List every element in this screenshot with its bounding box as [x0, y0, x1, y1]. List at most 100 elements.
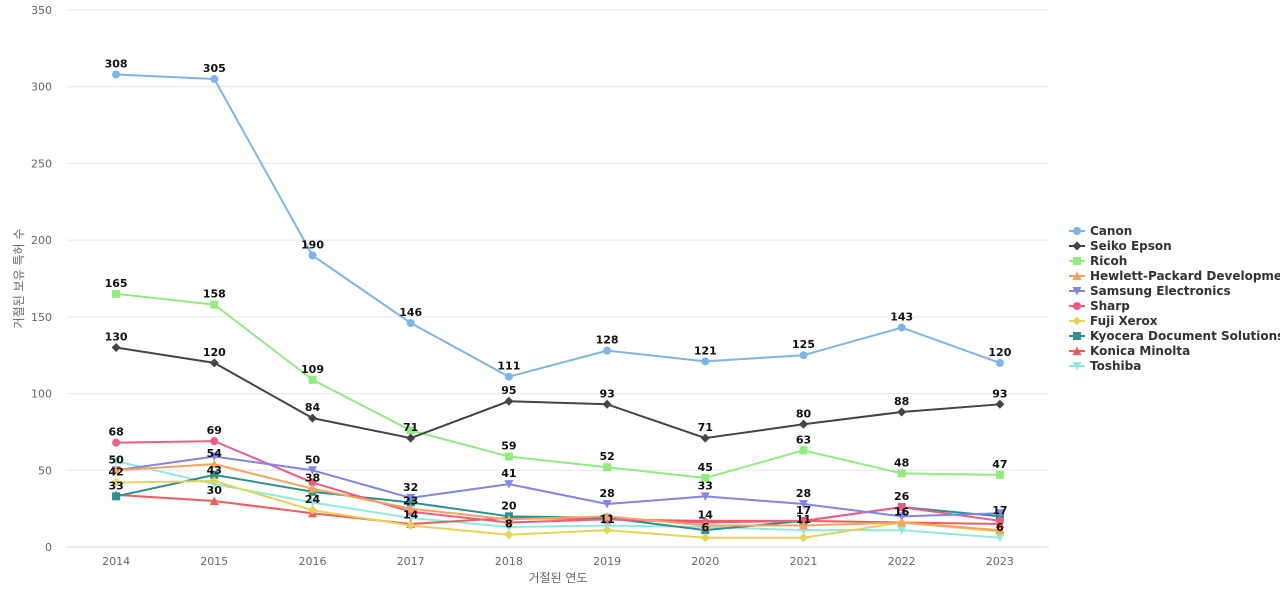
data-point — [504, 372, 513, 381]
legend-marker — [1072, 362, 1082, 371]
data-point — [308, 375, 317, 384]
data-point — [406, 513, 416, 523]
data-label: 8 — [505, 518, 513, 531]
data-label: 11 — [796, 513, 811, 526]
data-label: 190 — [301, 238, 324, 251]
data-point — [799, 446, 808, 455]
data-point — [504, 530, 514, 540]
legend-item-kyocera-document-solutions[interactable]: Kyocera Document Solutions — [1069, 329, 1280, 343]
series-line — [115, 346, 1000, 440]
legend-label: Samsung Electronics — [1090, 284, 1231, 298]
data-point — [406, 521, 416, 531]
data-point — [897, 526, 907, 535]
data-point — [602, 399, 612, 409]
data-label: 24 — [305, 493, 321, 506]
data-label: 120 — [988, 346, 1011, 359]
data-point — [799, 419, 808, 429]
data-label: 11 — [599, 513, 614, 526]
data-label: 33 — [698, 479, 713, 492]
data-label: 47 — [992, 458, 1007, 471]
data-label: 41 — [501, 467, 516, 480]
data-point — [504, 480, 514, 489]
data-point — [210, 300, 219, 309]
data-point — [603, 463, 612, 472]
x-tick-label: 2014 — [102, 555, 130, 568]
data-point — [308, 413, 317, 423]
data-label: 16 — [894, 505, 910, 518]
data-point — [406, 433, 416, 443]
data-label: 6 — [701, 521, 709, 534]
data-point — [897, 503, 906, 512]
data-point — [406, 498, 415, 507]
legend-item-seiko-epson[interactable]: Seiko Epson — [1069, 239, 1172, 253]
legend-item-ricoh[interactable]: Ricoh — [1069, 254, 1127, 268]
data-point — [209, 459, 219, 469]
series-konica-minolta — [111, 490, 1005, 528]
series-seiko-epson — [111, 343, 1005, 443]
y-tick-label: 100 — [31, 388, 52, 401]
x-tick-label: 2019 — [593, 555, 621, 568]
data-point — [209, 358, 219, 368]
legend-marker — [1072, 346, 1082, 355]
legend-label: Ricoh — [1090, 254, 1127, 268]
data-label: 111 — [497, 360, 520, 373]
data-point — [406, 426, 415, 435]
legend-item-toshiba[interactable]: Toshiba — [1069, 359, 1141, 373]
data-point — [799, 521, 808, 530]
data-label: 59 — [501, 439, 516, 452]
data-label: 165 — [105, 277, 128, 290]
data-point — [406, 318, 415, 327]
data-point — [209, 496, 219, 505]
legend-item-sharp[interactable]: Sharp — [1069, 299, 1130, 313]
legend-item-samsung-electronics[interactable]: Samsung Electronics — [1069, 284, 1231, 298]
data-point — [995, 358, 1004, 367]
data-point — [112, 492, 121, 501]
data-label: 20 — [501, 499, 517, 512]
data-point — [897, 407, 907, 417]
data-point — [308, 498, 317, 508]
data-label: 45 — [698, 461, 713, 474]
data-point — [701, 473, 710, 482]
series-line — [116, 493, 1000, 525]
data-point — [603, 346, 612, 355]
data-label: 128 — [596, 334, 619, 347]
data-label: 38 — [305, 472, 320, 485]
legend-label: Hewlett-Packard Development — [1090, 269, 1280, 283]
data-point — [602, 525, 612, 535]
data-point — [700, 521, 710, 530]
legend-item-hewlett-packard-development[interactable]: Hewlett-Packard Development — [1069, 269, 1280, 283]
data-point — [504, 396, 514, 406]
legend-item-canon[interactable]: Canon — [1069, 224, 1132, 238]
data-point — [700, 433, 710, 443]
data-label: 17 — [796, 504, 811, 517]
data-label: 95 — [501, 384, 516, 397]
data-label: 28 — [599, 487, 614, 500]
data-label: 71 — [698, 421, 713, 434]
legend-label: Konica Minolta — [1090, 344, 1190, 358]
y-tick-label: 350 — [31, 4, 52, 17]
legend-marker — [1072, 316, 1082, 326]
series-line — [115, 455, 1000, 518]
y-tick-label: 50 — [38, 464, 52, 477]
data-label: 33 — [108, 479, 123, 492]
legend-label: Canon — [1090, 224, 1132, 238]
data-point — [995, 525, 1005, 535]
legend-marker — [1072, 287, 1082, 296]
legend-label: Kyocera Document Solutions — [1090, 329, 1280, 343]
legend-item-konica-minolta[interactable]: Konica Minolta — [1069, 344, 1190, 358]
data-label: 146 — [399, 306, 422, 319]
data-point — [799, 533, 808, 543]
legend-marker — [1073, 302, 1081, 310]
legend-marker — [1072, 241, 1082, 251]
data-label: 109 — [301, 363, 324, 376]
data-point — [210, 470, 219, 479]
data-point — [209, 476, 219, 486]
x-tick-label: 2023 — [986, 555, 1014, 568]
data-point — [308, 478, 317, 487]
legend-item-fuji-xerox[interactable]: Fuji Xerox — [1069, 314, 1158, 328]
data-label: 54 — [207, 447, 223, 460]
data-point — [995, 533, 1005, 543]
series-lines — [111, 70, 1005, 543]
